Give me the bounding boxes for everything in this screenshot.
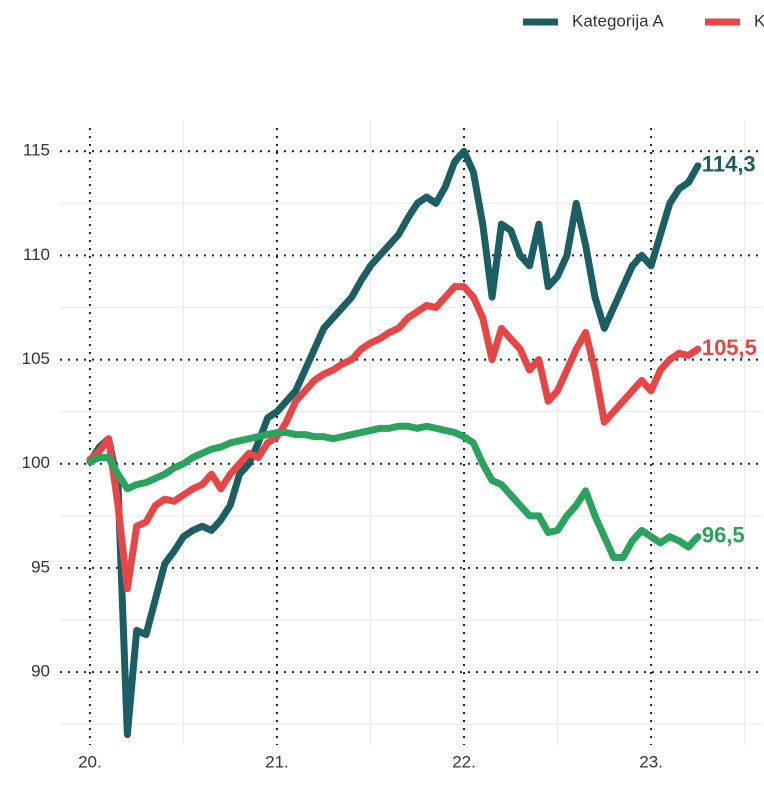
- legend-label: K: [754, 11, 764, 30]
- series-line: [86, 422, 702, 561]
- end-label: 105,5: [702, 335, 757, 360]
- series-line: [86, 283, 702, 593]
- x-tick-label: 20.: [78, 752, 102, 771]
- y-tick-label: 100: [22, 453, 50, 472]
- y-tick-label: 115: [23, 141, 50, 160]
- x-tick-label: 22.: [452, 752, 476, 771]
- series-line: [86, 147, 702, 739]
- x-tick-label: 21.: [265, 752, 289, 771]
- end-label: 96,5: [702, 522, 745, 547]
- y-tick-label: 90: [31, 662, 50, 681]
- y-tick-label: 110: [23, 245, 50, 264]
- y-tick-label: 105: [22, 349, 50, 368]
- y-tick-label: 95: [31, 557, 50, 576]
- legend-label: Kategorija A: [572, 11, 664, 30]
- x-tick-label: 23.: [639, 752, 663, 771]
- end-label: 114,3: [702, 152, 756, 177]
